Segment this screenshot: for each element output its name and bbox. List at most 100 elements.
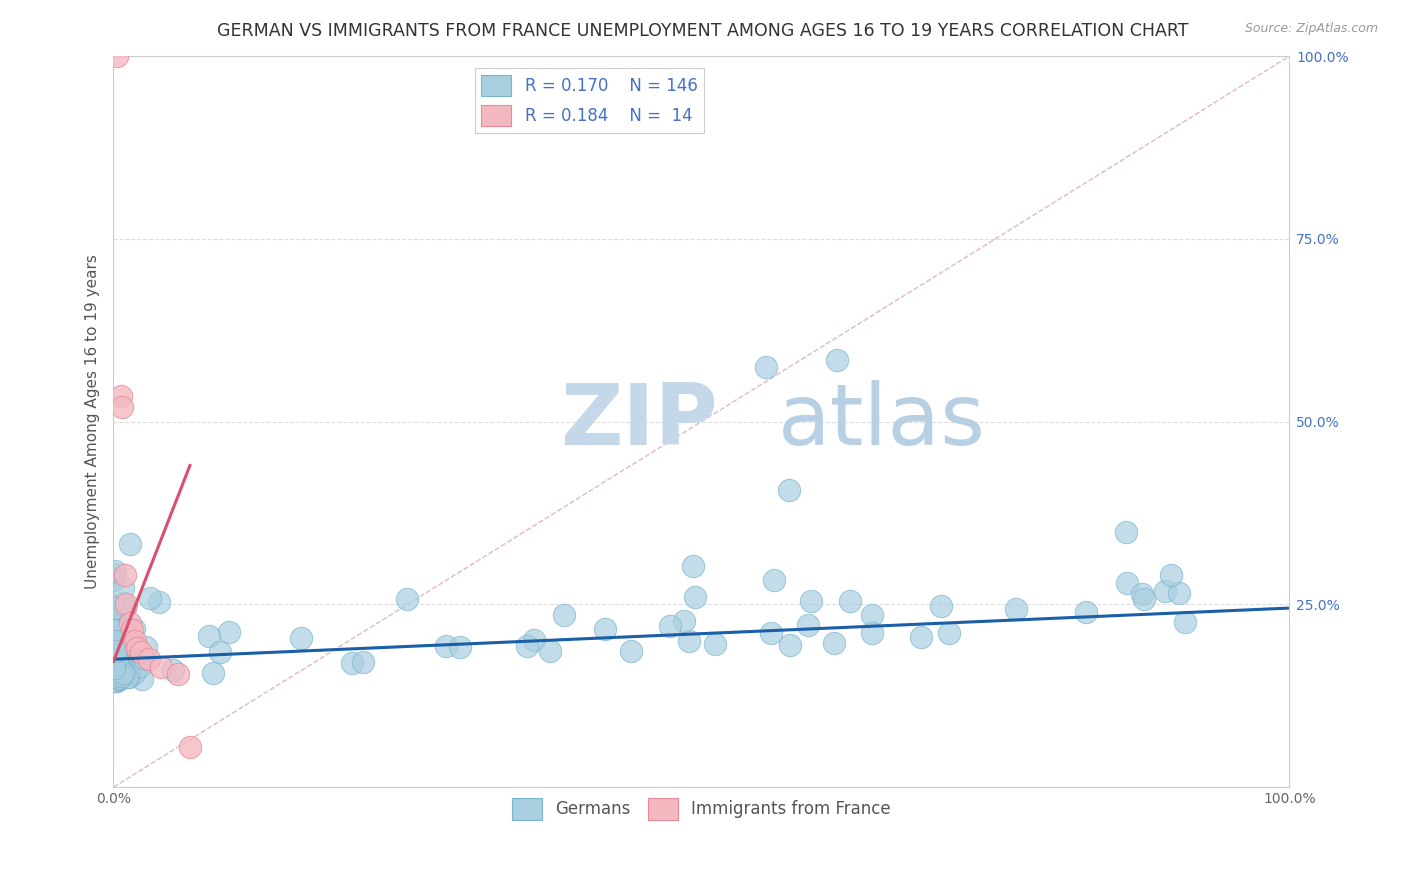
Point	[112, 596, 135, 610]
Point	[108, 659, 131, 673]
Point	[538, 644, 561, 658]
Text: atlas: atlas	[778, 380, 986, 463]
Point	[839, 593, 862, 607]
Point	[104, 565, 127, 579]
Point	[796, 617, 818, 632]
Point	[683, 590, 706, 604]
Point	[1115, 524, 1137, 539]
Point	[103, 574, 125, 588]
Point	[108, 654, 131, 668]
Point	[179, 739, 201, 754]
Point	[449, 640, 471, 655]
Point	[107, 640, 129, 654]
Point	[218, 625, 240, 640]
Point	[104, 644, 127, 658]
Point	[107, 646, 129, 660]
Point	[103, 644, 125, 658]
Point	[929, 599, 952, 613]
Point	[107, 665, 129, 680]
Point	[103, 665, 125, 680]
Point	[673, 614, 696, 628]
Point	[117, 650, 139, 665]
Point	[104, 651, 127, 665]
Point	[104, 623, 127, 637]
Point	[135, 640, 157, 654]
Y-axis label: Unemployment Among Ages 16 to 19 years: Unemployment Among Ages 16 to 19 years	[86, 254, 100, 589]
Point	[800, 594, 823, 608]
Point	[129, 645, 152, 659]
Point	[108, 655, 131, 669]
Point	[104, 655, 127, 669]
Point	[103, 671, 125, 685]
Point	[103, 637, 125, 651]
Point	[202, 665, 225, 680]
Point	[103, 644, 125, 658]
Point	[107, 621, 129, 635]
Point	[105, 665, 128, 679]
Point	[134, 651, 156, 665]
Point	[105, 49, 128, 63]
Point	[111, 626, 134, 640]
Point	[105, 663, 128, 677]
Point	[107, 671, 129, 685]
Point	[516, 639, 538, 653]
Point	[103, 567, 125, 582]
Point	[110, 668, 132, 682]
Point	[198, 629, 221, 643]
Point	[103, 666, 125, 681]
Point	[1160, 567, 1182, 582]
Point	[105, 621, 128, 635]
Point	[825, 352, 848, 367]
Point	[104, 666, 127, 681]
Point	[103, 650, 125, 665]
Point	[778, 483, 800, 498]
Point	[103, 664, 125, 678]
Point	[340, 656, 363, 670]
Point	[111, 658, 134, 673]
Point	[118, 615, 141, 630]
Point	[103, 656, 125, 670]
Point	[108, 672, 131, 686]
Point	[111, 581, 134, 595]
Text: GERMAN VS IMMIGRANTS FROM FRANCE UNEMPLOYMENT AMONG AGES 16 TO 19 YEARS CORRELAT: GERMAN VS IMMIGRANTS FROM FRANCE UNEMPLO…	[218, 22, 1188, 40]
Point	[107, 664, 129, 678]
Point	[938, 625, 960, 640]
Point	[131, 672, 153, 686]
Point	[703, 636, 725, 650]
Point	[103, 650, 125, 665]
Point	[114, 568, 136, 582]
Point	[103, 640, 125, 654]
Legend: Germans, Immigrants from France: Germans, Immigrants from France	[506, 791, 897, 826]
Point	[125, 641, 148, 656]
Point	[107, 624, 129, 639]
Point	[290, 632, 312, 646]
Point	[104, 669, 127, 683]
Point	[103, 614, 125, 628]
Point	[115, 598, 138, 612]
Point	[103, 673, 125, 687]
Point	[209, 645, 232, 659]
Point	[104, 671, 127, 685]
Point	[108, 657, 131, 672]
Point	[103, 669, 125, 683]
Point	[112, 652, 135, 666]
Point	[104, 637, 127, 651]
Point	[105, 618, 128, 632]
Point	[122, 666, 145, 681]
Point	[658, 619, 681, 633]
Point	[103, 673, 125, 688]
Point	[104, 625, 127, 640]
Point	[108, 654, 131, 668]
Point	[117, 670, 139, 684]
Point	[162, 663, 184, 677]
Point	[103, 664, 125, 678]
Point	[110, 389, 132, 403]
Point	[104, 643, 127, 657]
Point	[678, 633, 700, 648]
Point	[104, 634, 127, 648]
Point	[115, 625, 138, 640]
Point	[105, 660, 128, 674]
Point	[139, 591, 162, 605]
Point	[763, 574, 786, 588]
Point	[138, 652, 160, 666]
